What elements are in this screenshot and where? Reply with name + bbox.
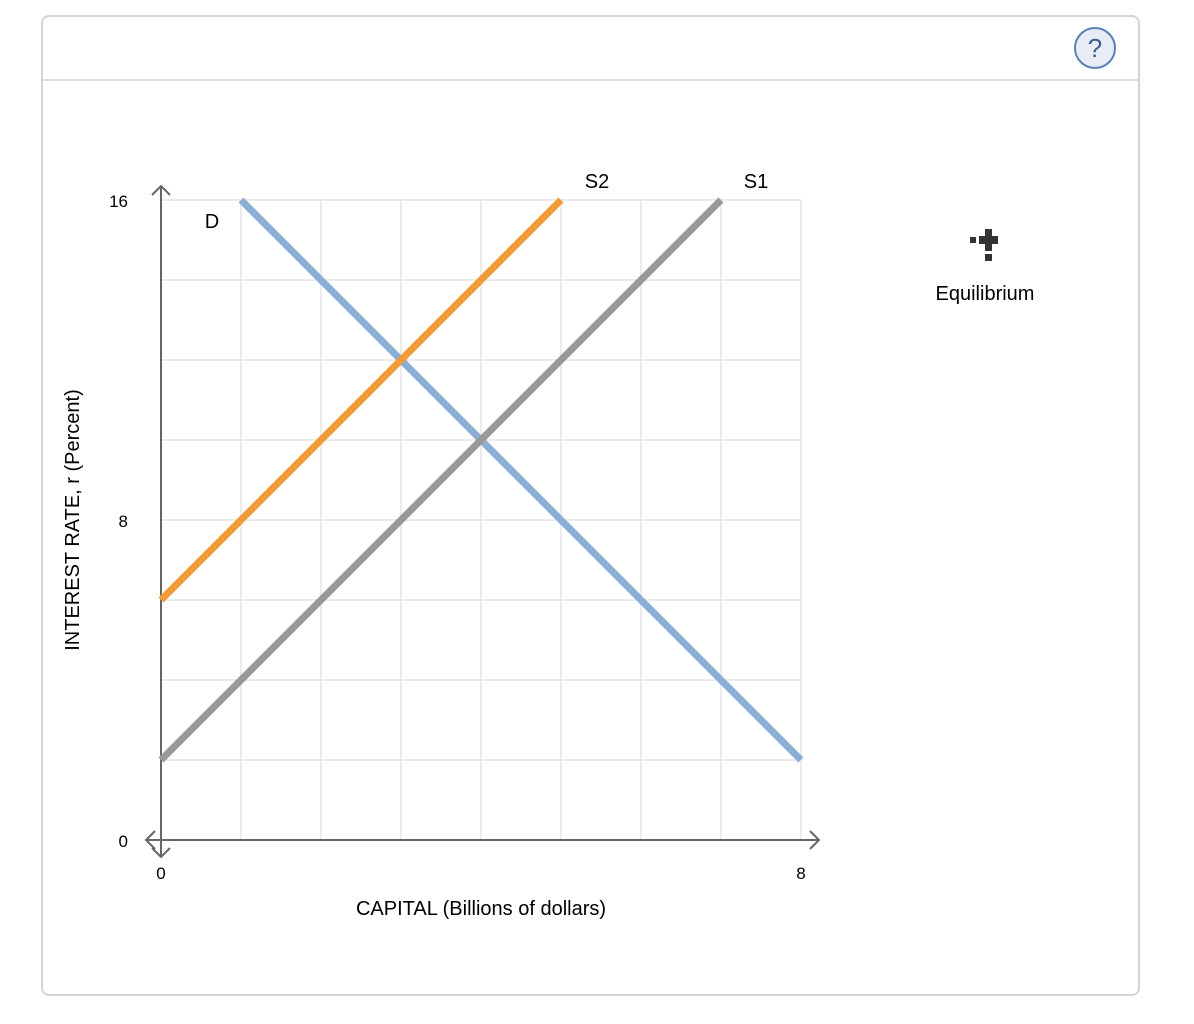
curves[interactable] — [158, 197, 804, 763]
header-divider — [43, 79, 1138, 81]
curve-d[interactable] — [238, 197, 804, 763]
question-circle-icon: ? — [1074, 27, 1116, 69]
x-tick-label: 0 — [156, 864, 165, 883]
grid — [161, 199, 802, 840]
curve-label-s2: S2 — [585, 171, 609, 193]
x-tick-label: 8 — [796, 864, 805, 883]
curve-s2[interactable] — [158, 197, 564, 603]
curve-labels: D S1 S2 — [205, 171, 768, 233]
y-tick-label: 8 — [119, 512, 128, 531]
graph-panel — [41, 15, 1140, 996]
axes — [144, 184, 821, 859]
y-axis-arrow-down-icon — [151, 847, 171, 859]
curve-s1[interactable] — [158, 197, 724, 763]
y-axis-label: INTEREST RATE, r (Percent) — [62, 389, 84, 651]
curve-label-d: D — [205, 211, 219, 233]
x-axis-label: CAPITAL (Billions of dollars) — [356, 898, 606, 920]
equilibrium-tool[interactable]: Equilibrium — [920, 225, 1050, 306]
x-axis-arrow-right-icon — [809, 830, 821, 850]
equilibrium-label: Equilibrium — [935, 283, 1035, 305]
help-button[interactable]: ? — [1073, 26, 1117, 70]
curve-label-s1: S1 — [744, 171, 768, 193]
y-tick-label: 0 — [119, 832, 128, 851]
x-axis-arrow-left-icon — [144, 830, 156, 850]
equilibrium-crosshair-icon — [970, 229, 998, 261]
y-tick-label: 16 — [109, 192, 128, 211]
help-label: ? — [1088, 33, 1102, 63]
tick-labels: 0 8 16 0 8 — [109, 192, 806, 883]
y-axis-arrow-up-icon — [151, 184, 171, 196]
